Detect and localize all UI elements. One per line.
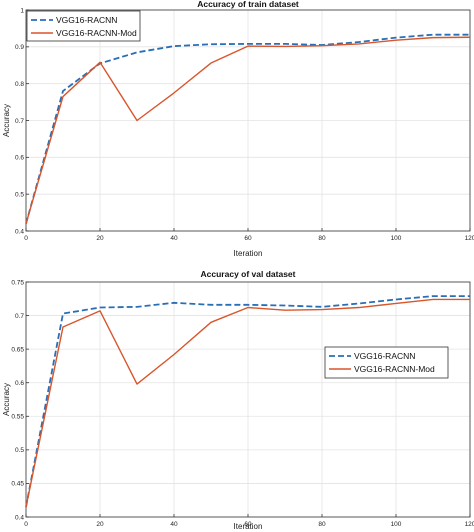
series-line-1 — [25, 295, 470, 508]
x-tick-label: 0 — [24, 235, 28, 242]
y-tick-label: 0.75 — [11, 279, 24, 286]
series-line-2 — [25, 36, 471, 224]
x-tick-label: 80 — [318, 235, 326, 242]
legend-label-1: VGG16-RACNN — [56, 15, 117, 25]
y-tick-label: 0.9 — [15, 44, 24, 51]
legend: VGG16-RACNN VGG16-RACNN-Mod — [26, 10, 141, 42]
y-tick-label: 0.6 — [15, 380, 24, 387]
legend-box — [324, 346, 449, 379]
y-tick-label: 0.7 — [15, 313, 24, 320]
y-tick-label: 0.6 — [15, 155, 24, 162]
x-tick-label: 80 — [318, 521, 326, 528]
x-axis-label: Iteration — [234, 249, 263, 258]
y-tick-label: 0.45 — [11, 481, 24, 488]
x-tick-label: 100 — [391, 235, 402, 242]
legend-label-2: VGG16-RACNN-Mod — [354, 364, 435, 374]
chart-2: 0 20 40 60 80 100 120 0.4 0.45 0.5 0.55 0.6 0.65 0.7 0… — [2, 269, 474, 531]
x-tick-label: 120 — [465, 521, 474, 528]
y-tick-label: 0.4 — [15, 228, 24, 235]
y-tick-label: 0.5 — [15, 191, 24, 198]
legend-label-2: VGG16-RACNN-Mod — [56, 28, 137, 38]
y-tick-label: 0.5 — [15, 447, 24, 454]
x-tick-label: 20 — [96, 235, 104, 242]
x-tick-label: 20 — [96, 521, 104, 528]
chart-title: Accuracy of train dataset — [197, 0, 299, 9]
x-tick-label: 120 — [465, 235, 474, 242]
x-tick-label: 100 — [391, 521, 402, 528]
y-tick-label: 0.65 — [11, 346, 24, 353]
legend-box — [26, 10, 141, 42]
x-tick-label: 0 — [24, 521, 28, 528]
chart-title: Accuracy of val dataset — [201, 269, 296, 279]
chart-1: 0 20 40 60 80 100 120 0.4 0.5 0.6 0.7 0.8 0.9 1 Accura… — [2, 0, 474, 258]
legend: VGG16-RACNN VGG16-RACNN-Mod — [324, 346, 449, 379]
y-tick-label: 0.4 — [15, 514, 24, 521]
legend-label-1: VGG16-RACNN — [354, 351, 415, 361]
y-axis-label: Accuracy — [2, 104, 11, 137]
x-tick-label: 40 — [170, 521, 178, 528]
x-axis-label: Iteration — [234, 522, 263, 531]
y-tick-label: 0.55 — [11, 414, 24, 421]
y-axis-label: Accuracy — [2, 383, 11, 416]
y-tick-label: 1 — [20, 7, 24, 14]
x-tick-label: 60 — [244, 235, 252, 242]
x-tick-label: 60 — [244, 521, 252, 528]
y-tick-label: 0.8 — [15, 81, 24, 88]
series-line-2 — [25, 298, 470, 508]
y-tick-label: 0.7 — [15, 118, 24, 125]
x-tick-label: 40 — [170, 235, 178, 242]
